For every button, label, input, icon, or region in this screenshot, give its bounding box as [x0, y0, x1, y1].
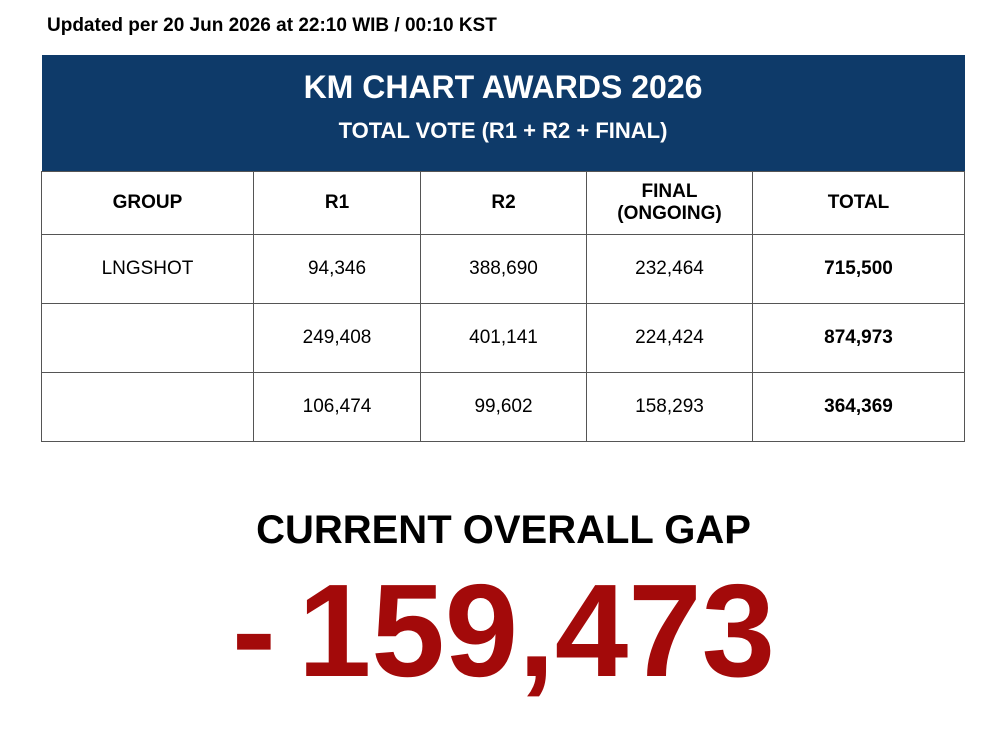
group-cell: LNGSHOT [41, 234, 254, 304]
group-cell [41, 372, 254, 442]
data-row: 249,408 401,141 224,424 874,973 [41, 303, 966, 373]
vote-cell: 232,464 [586, 234, 753, 304]
vote-table: KM CHART AWARDS 2026 TOTAL VOTE (R1 + R2… [41, 55, 966, 442]
column-header: R1 [253, 171, 421, 235]
gap-sign: - [231, 557, 276, 704]
column-header: FINAL (ONGOING) [586, 171, 753, 235]
table-title: KM CHART AWARDS 2026 [41, 55, 965, 116]
updated-note: Updated per 20 Jun 2026 at 22:10 WIB / 0… [47, 15, 497, 36]
gap-value: 159,473 [297, 557, 776, 704]
vote-cell: 388,690 [420, 234, 587, 304]
column-header: TOTAL [751, 171, 966, 235]
vote-cell: 106,474 [253, 372, 421, 442]
vote-cell: 158,293 [586, 372, 753, 442]
vote-cell: 224,424 [586, 303, 753, 373]
vote-cell: 874,973 [751, 303, 966, 373]
data-row: LNGSHOT 94,346 388,690 232,464 715,500 [41, 234, 966, 304]
vote-cell: 715,500 [751, 234, 966, 304]
vote-cell: 99,602 [420, 372, 587, 442]
vote-cell: 364,369 [751, 372, 966, 442]
vote-cell: 94,346 [253, 234, 421, 304]
column-header: R2 [420, 171, 587, 235]
header-row: GROUP R1 R2 FINAL (ONGOING) TOTAL [41, 171, 966, 235]
gap-number: -159,473 [0, 565, 1007, 697]
data-row: 106,474 99,602 158,293 364,369 [41, 372, 966, 442]
vote-cell: 401,141 [420, 303, 587, 373]
vote-cell: 249,408 [253, 303, 421, 373]
column-header: GROUP [41, 171, 254, 235]
group-cell [41, 303, 254, 373]
table-subtitle: TOTAL VOTE (R1 + R2 + FINAL) [41, 116, 965, 172]
gap-label: CURRENT OVERALL GAP [256, 508, 751, 552]
